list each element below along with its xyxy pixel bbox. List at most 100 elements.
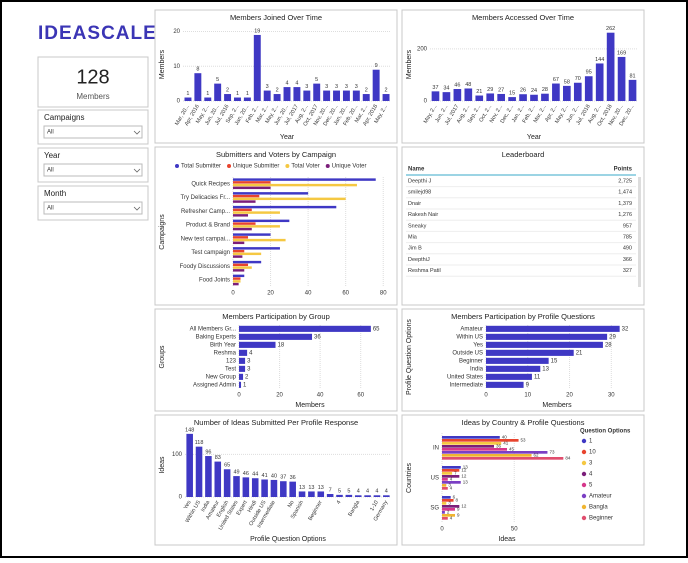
y-tick-label: Product & Brand bbox=[186, 223, 230, 229]
chevron bbox=[133, 206, 141, 211]
data-label: 3 bbox=[305, 84, 308, 90]
data-label: 95 bbox=[586, 70, 592, 76]
data-label: 46 bbox=[454, 82, 460, 88]
cell: 2,725 bbox=[618, 178, 632, 184]
data-label: 13 bbox=[463, 465, 469, 470]
x-tick-label: 80 bbox=[380, 291, 387, 297]
cell: smilejd98 bbox=[408, 190, 431, 196]
data-label: 67 bbox=[553, 77, 559, 83]
bar bbox=[270, 479, 278, 497]
data-label: 9 bbox=[526, 383, 530, 389]
data-label: 37 bbox=[280, 475, 286, 481]
chart-title: Ideas by Country & Profile Questions bbox=[462, 418, 585, 427]
legend-swatch bbox=[581, 504, 587, 510]
y-axis-title: Profile Question Options bbox=[406, 319, 413, 395]
slicer-dropdown[interactable] bbox=[43, 125, 143, 139]
legend-swatch bbox=[581, 482, 587, 488]
bar bbox=[336, 494, 343, 497]
bar bbox=[233, 222, 256, 225]
bar bbox=[486, 357, 549, 364]
bar bbox=[233, 263, 249, 267]
y-tick-label: 10 bbox=[173, 64, 180, 70]
y-tick-label: All Members Gr... bbox=[190, 327, 237, 333]
bar bbox=[239, 365, 246, 372]
data-label: 7 bbox=[454, 471, 457, 476]
data-label: 53 bbox=[521, 438, 527, 443]
chart-title: Members Participation by Group bbox=[222, 312, 330, 321]
slicer-dropdown[interactable] bbox=[43, 163, 143, 177]
bar bbox=[519, 94, 527, 101]
bar bbox=[333, 90, 340, 101]
data-label: 2 bbox=[385, 88, 388, 94]
y-tick-label: Assigned Admin bbox=[193, 383, 236, 389]
bar bbox=[194, 73, 202, 101]
data-label: 48 bbox=[465, 82, 471, 88]
bar bbox=[233, 211, 280, 214]
data-label: 1 bbox=[243, 383, 247, 389]
bar bbox=[442, 451, 548, 454]
y-tick-label: 0 bbox=[179, 495, 183, 501]
bar bbox=[223, 469, 231, 497]
data-label: 58 bbox=[564, 79, 570, 85]
y-tick-label: Birth Year bbox=[210, 343, 236, 349]
chart-title: Number of Ideas Submitted Per Profile Re… bbox=[194, 418, 358, 427]
y-tick-label: Try Delicacies Fr... bbox=[181, 195, 231, 201]
x-axis-title: Members bbox=[295, 402, 325, 409]
bar bbox=[186, 433, 193, 497]
legend-swatch bbox=[581, 438, 587, 444]
scrollbar[interactable] bbox=[638, 177, 641, 287]
data-label: 34 bbox=[443, 86, 449, 92]
data-label: 2 bbox=[276, 88, 279, 94]
cell: 490 bbox=[623, 246, 632, 252]
cell: Jim B bbox=[408, 246, 422, 252]
x-axis-title: Year bbox=[527, 134, 542, 141]
data-label: 4 bbox=[375, 489, 378, 495]
data-label: 3 bbox=[345, 84, 348, 90]
cell: Sneaky bbox=[408, 223, 427, 229]
bar bbox=[342, 90, 350, 101]
legend-swatch bbox=[227, 164, 232, 168]
bar bbox=[486, 373, 532, 380]
slicer-dropdown[interactable] bbox=[43, 201, 143, 215]
data-label: 21 bbox=[576, 351, 583, 357]
data-label: 1 bbox=[236, 91, 239, 97]
bar bbox=[233, 274, 245, 278]
data-label: 36 bbox=[314, 335, 321, 341]
data-label: 13 bbox=[318, 485, 324, 491]
data-label: 4 bbox=[249, 351, 253, 357]
bar bbox=[224, 94, 232, 101]
y-tick-label: 100 bbox=[172, 452, 183, 458]
x-tick-label: 0 bbox=[231, 291, 235, 297]
bar bbox=[233, 282, 239, 286]
data-label: 13 bbox=[308, 485, 314, 491]
data-label: 4 bbox=[295, 81, 298, 87]
data-label: 144 bbox=[595, 57, 604, 63]
data-label: 27 bbox=[498, 87, 504, 93]
data-label: 83 bbox=[215, 455, 221, 461]
bar bbox=[442, 517, 448, 520]
data-label: 65 bbox=[224, 463, 230, 469]
legend-swatch bbox=[285, 164, 290, 168]
bar bbox=[214, 83, 222, 101]
data-label: 3 bbox=[325, 84, 328, 90]
bar bbox=[442, 92, 451, 101]
x-axis-title: Profile Question Options bbox=[250, 536, 326, 543]
bar bbox=[184, 97, 192, 101]
x-tick-label: 0 bbox=[237, 393, 241, 399]
y-tick-label: Amateur bbox=[460, 327, 483, 333]
bar bbox=[239, 349, 248, 356]
cell: 1,276 bbox=[618, 212, 632, 218]
legend-label: 1 bbox=[589, 439, 593, 445]
slicer-value: All bbox=[47, 130, 54, 136]
bar bbox=[233, 192, 309, 195]
data-label: 118 bbox=[195, 440, 204, 446]
bar bbox=[617, 56, 626, 101]
x-tick-label: 60 bbox=[357, 393, 364, 399]
bar bbox=[486, 93, 495, 101]
legend-label: Total Submitter bbox=[181, 164, 221, 170]
bar bbox=[317, 491, 325, 497]
data-label: 13 bbox=[299, 485, 305, 491]
bar bbox=[273, 94, 281, 101]
chevron bbox=[133, 168, 141, 173]
bar bbox=[442, 496, 451, 499]
